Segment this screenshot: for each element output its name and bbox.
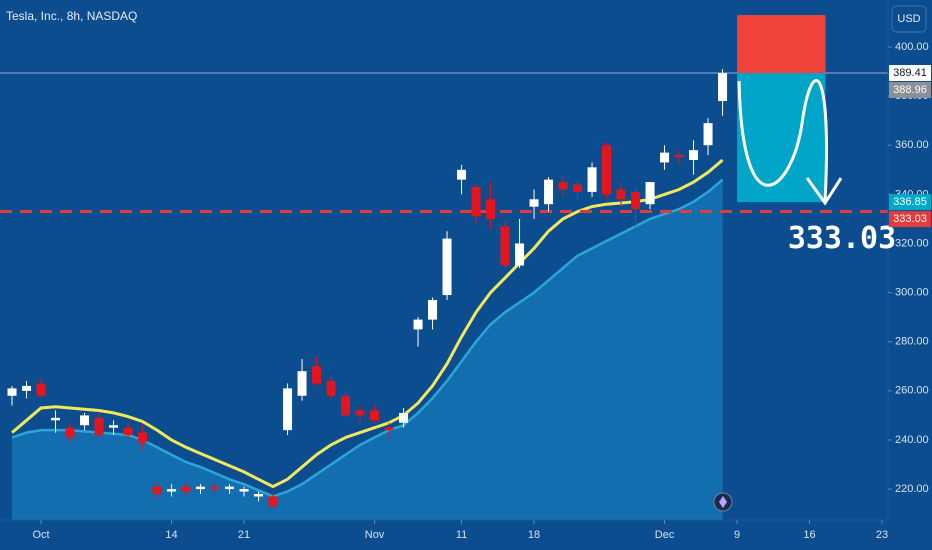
currency-button[interactable]	[891, 5, 927, 33]
candle-body	[355, 410, 365, 416]
candle-body	[94, 417, 104, 436]
price-label: 336.85	[893, 196, 927, 208]
candle-body	[558, 182, 568, 190]
y-tick-label: 320.00	[895, 237, 929, 249]
candle-body	[239, 489, 249, 492]
candle-body	[109, 425, 119, 428]
candle-body	[457, 169, 467, 180]
ma-line	[11, 178, 724, 498]
x-tick-label: 9	[734, 529, 740, 541]
candle-body	[312, 366, 322, 384]
candle-body	[500, 226, 510, 266]
x-tick-label: 14	[165, 529, 177, 541]
target-zone	[737, 73, 826, 203]
candle-body	[442, 238, 452, 296]
candle-body	[529, 199, 539, 207]
y-tick-label: 280.00	[895, 336, 929, 348]
price-label-box	[889, 194, 931, 211]
candle-body	[268, 496, 278, 507]
currency-label: USD	[897, 13, 920, 25]
candle-body	[167, 489, 177, 492]
stop-zone	[737, 15, 826, 74]
y-tick-label: 220.00	[895, 483, 929, 495]
candle-body	[631, 191, 641, 210]
candle-body	[515, 243, 525, 266]
candle-body	[22, 385, 32, 391]
candle-body	[660, 152, 670, 163]
annotation: 333.03	[788, 221, 896, 256]
candle-body	[138, 432, 148, 443]
candle-body	[210, 486, 220, 490]
price-label-box	[889, 82, 931, 99]
candle-body	[152, 486, 162, 494]
candle-body	[80, 415, 90, 426]
y-tick-label: 300.00	[895, 287, 929, 299]
candle-body	[471, 186, 481, 217]
x-tick-label: 23	[876, 529, 888, 541]
candle-body	[341, 395, 351, 416]
drawn-arrow-head	[805, 177, 843, 206]
candle-body	[674, 155, 684, 158]
drawn-arrow	[737, 79, 828, 202]
candle-body	[544, 179, 554, 205]
candle-body	[384, 427, 394, 431]
candle-body	[297, 371, 307, 396]
price-label: 333.03	[893, 213, 927, 225]
candle-body	[689, 150, 699, 160]
price-label-box	[889, 65, 931, 82]
y-tick-label: 260.00	[895, 385, 929, 397]
x-tick-label: Oct	[32, 529, 49, 541]
candle-body	[65, 427, 75, 438]
candle-body	[645, 182, 655, 205]
candle-body	[36, 383, 46, 396]
plot-area	[0, 15, 888, 520]
candle-body	[573, 184, 583, 192]
x-tick-label: 11	[456, 529, 467, 541]
candle-body	[370, 410, 380, 421]
candle-body	[326, 381, 336, 396]
y-tick-label: 360.00	[895, 139, 929, 151]
x-tick-label: Nov	[365, 529, 385, 541]
x-tick-label: 18	[528, 529, 540, 541]
x-tick-label: 16	[803, 529, 815, 541]
candle-body	[587, 167, 597, 192]
candle-body	[718, 73, 728, 102]
candle-body	[181, 486, 191, 492]
candle-body	[616, 189, 626, 200]
price-label-box	[889, 211, 931, 228]
candle-body	[51, 417, 61, 421]
x-tick-label: Dec	[655, 529, 675, 541]
candle-body	[254, 493, 264, 497]
y-tick-label: 240.00	[895, 434, 929, 446]
candle-body	[123, 427, 133, 436]
area-fill	[12, 179, 723, 520]
y-tick-label: 400.00	[895, 41, 929, 53]
candle-body	[283, 388, 293, 431]
event-icon-glyph	[719, 496, 727, 508]
candle-body	[196, 486, 206, 490]
chart-title: Tesla, Inc., 8h, NASDAQ	[6, 9, 137, 23]
price-label: 388.96	[893, 84, 927, 96]
candle-body	[703, 123, 713, 146]
price-label: 389.41	[893, 67, 927, 79]
ma-line	[11, 158, 724, 489]
candle-body	[413, 319, 423, 330]
candle-body	[602, 145, 612, 195]
candle-body	[7, 388, 17, 396]
candle-body	[486, 199, 496, 219]
candle-body	[428, 299, 438, 320]
candle-body	[399, 412, 409, 423]
candle-body	[225, 486, 235, 490]
x-tick-label: 21	[238, 529, 250, 541]
